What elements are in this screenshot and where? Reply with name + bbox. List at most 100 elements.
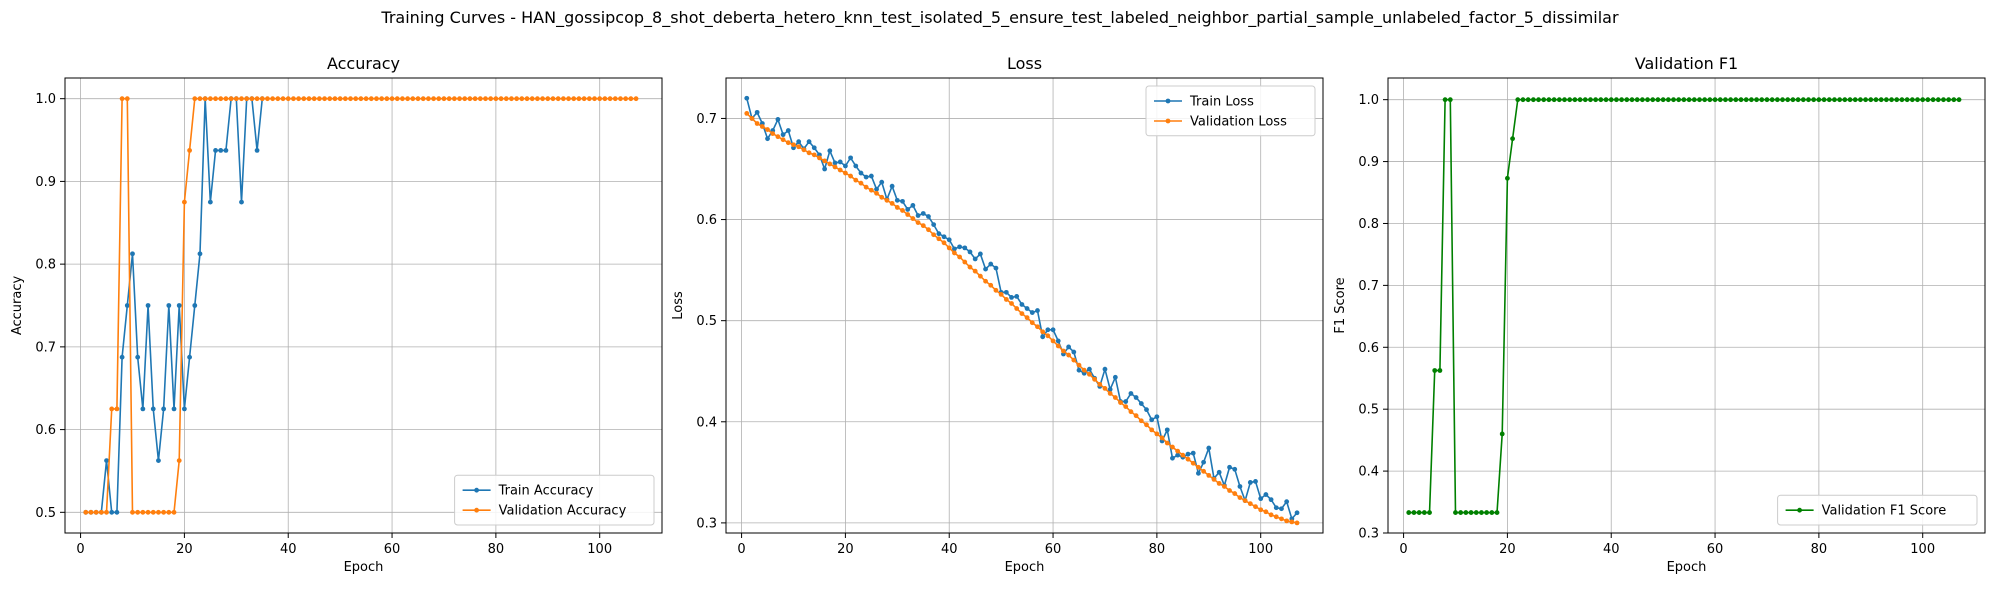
data-point: [1190, 450, 1196, 456]
data-point: [1650, 97, 1656, 103]
data-point: [1588, 97, 1593, 103]
data-point: [171, 406, 177, 412]
data-point: [348, 96, 353, 102]
y-tick-label: 0.5: [696, 314, 717, 329]
x-tick-label: 60: [384, 542, 401, 557]
data-point: [1061, 348, 1066, 354]
data-point: [483, 96, 488, 102]
data-point: [957, 254, 963, 260]
data-point: [1040, 334, 1046, 340]
data-point: [451, 96, 457, 102]
data-point: [894, 197, 900, 203]
data-point: [1806, 97, 1811, 103]
data-point: [1639, 97, 1645, 103]
x-tick-label: 80: [488, 542, 505, 557]
data-point: [1697, 97, 1702, 103]
data-point: [1447, 97, 1453, 103]
data-point: [93, 509, 99, 515]
data-point: [358, 96, 364, 102]
data-point: [1216, 481, 1222, 486]
y-tick-label: 1.0: [1358, 93, 1379, 108]
x-axis-label: Epoch: [1667, 560, 1707, 575]
data-point: [1416, 510, 1422, 515]
data-point: [1665, 97, 1671, 103]
data-point: [1712, 97, 1718, 103]
data-point: [301, 96, 307, 102]
data-point: [837, 159, 843, 165]
data-point: [296, 96, 302, 102]
data-point: [166, 509, 172, 515]
data-point: [952, 246, 957, 252]
data-point: [1242, 498, 1248, 504]
data-point: [946, 237, 952, 243]
data-point: [910, 216, 916, 221]
data-point: [915, 220, 921, 225]
data-point: [213, 96, 218, 102]
data-point: [581, 96, 587, 102]
data-point: [187, 354, 192, 360]
data-point: [1024, 306, 1030, 311]
data-point: [586, 96, 592, 102]
data-point: [187, 147, 192, 153]
data-point: [1556, 97, 1562, 103]
y-tick-label: 0.6: [35, 423, 56, 438]
x-axis-label: Epoch: [1005, 560, 1045, 575]
data-point: [868, 173, 874, 179]
legend-box: [454, 474, 655, 526]
data-point: [1086, 366, 1092, 372]
data-point: [254, 96, 260, 102]
data-point: [905, 212, 911, 217]
y-axis-label: Accuracy: [10, 276, 25, 336]
data-point: [1201, 468, 1206, 474]
y-tick-label: 0.6: [696, 213, 717, 228]
data-point: [780, 137, 786, 143]
data-point: [1629, 97, 1635, 103]
data-point: [1055, 343, 1061, 349]
data-point: [884, 197, 890, 203]
data-point: [1785, 97, 1791, 103]
data-point: [623, 96, 629, 102]
y-axis-label: F1 Score: [1333, 277, 1348, 333]
data-point: [811, 152, 817, 158]
x-tick-label: 100: [1910, 542, 1935, 557]
data-point: [150, 406, 156, 412]
data-point: [1842, 97, 1848, 103]
data-point: [1273, 514, 1279, 520]
data-point: [1107, 387, 1113, 392]
data-point: [207, 199, 213, 205]
data-point: [1536, 97, 1541, 103]
data-point: [135, 509, 141, 515]
data-point: [1458, 510, 1464, 515]
data-point: [754, 121, 760, 126]
data-point: [524, 96, 530, 102]
data-point: [1009, 295, 1014, 300]
x-tick-label: 40: [280, 542, 297, 557]
data-point: [405, 96, 411, 102]
x-tick-label: 20: [176, 542, 193, 557]
data-point: [1530, 97, 1536, 103]
data-point: [1894, 97, 1900, 103]
y-tick-label: 0.6: [1358, 341, 1379, 356]
data-point: [571, 96, 577, 102]
data-point: [796, 144, 802, 150]
y-tick-label: 0.5: [1358, 403, 1379, 418]
data-point: [244, 96, 250, 102]
legend-swatch-marker: [474, 487, 479, 493]
data-point: [441, 96, 447, 102]
data-point: [104, 509, 109, 515]
data-point: [130, 509, 135, 515]
data-point: [1258, 507, 1264, 513]
data-point: [858, 170, 864, 176]
data-point: [1154, 414, 1160, 420]
data-point: [135, 354, 141, 360]
data-point: [1211, 477, 1217, 482]
data-point: [946, 245, 952, 251]
data-point: [1040, 329, 1046, 335]
data-point: [529, 96, 535, 102]
data-point: [848, 173, 853, 179]
data-point: [1889, 97, 1894, 103]
data-point: [602, 96, 608, 102]
data-point: [1427, 510, 1432, 515]
data-point: [1247, 501, 1253, 507]
data-point: [1263, 492, 1269, 497]
